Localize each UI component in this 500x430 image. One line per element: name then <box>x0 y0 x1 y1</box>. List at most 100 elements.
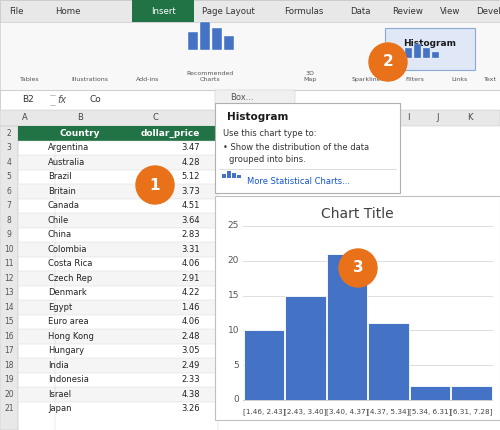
Text: E: E <box>268 114 272 123</box>
Text: Add-ins: Add-ins <box>136 77 160 82</box>
Text: 17: 17 <box>4 346 14 355</box>
Text: K: K <box>467 114 473 123</box>
Text: 10: 10 <box>228 326 239 335</box>
Text: 0: 0 <box>233 396 239 405</box>
Text: Home: Home <box>55 6 81 15</box>
Text: B: B <box>77 114 83 123</box>
Bar <box>18 300 218 314</box>
Bar <box>0 90 500 110</box>
Text: Hungary: Hungary <box>48 346 84 355</box>
Text: 3D
Map: 3D Map <box>304 71 316 82</box>
Text: File: File <box>9 6 23 15</box>
Text: 2: 2 <box>6 129 12 138</box>
Text: Britain: Britain <box>48 187 76 196</box>
Text: Czech Rep: Czech Rep <box>48 274 92 283</box>
Text: More Statistical Charts...: More Statistical Charts... <box>247 176 350 185</box>
Text: Sparklines: Sparklines <box>352 77 384 82</box>
Text: Brazil: Brazil <box>48 172 72 181</box>
Text: [5.34, 6.31]: [5.34, 6.31] <box>408 408 451 415</box>
Text: I: I <box>407 114 409 123</box>
Text: Denmark: Denmark <box>48 288 87 297</box>
Text: A: A <box>22 114 28 123</box>
Text: Co: Co <box>90 95 102 104</box>
Text: 5: 5 <box>6 172 12 181</box>
Text: C: C <box>152 114 158 123</box>
Bar <box>0 22 500 90</box>
Text: 3: 3 <box>6 143 12 152</box>
Text: 2.48: 2.48 <box>182 332 200 341</box>
Text: 12: 12 <box>4 274 14 283</box>
Circle shape <box>136 166 174 204</box>
Text: Chart Title: Chart Title <box>321 207 394 221</box>
Text: 1.46: 1.46 <box>182 303 200 312</box>
Text: Chile: Chile <box>48 216 69 225</box>
Text: Use this chart type to:: Use this chart type to: <box>223 129 316 138</box>
Text: 3.73: 3.73 <box>181 187 200 196</box>
Text: Box...: Box... <box>230 93 254 102</box>
Bar <box>244 330 284 400</box>
Text: 3.26: 3.26 <box>182 404 200 413</box>
Text: dollar_price: dollar_price <box>140 129 200 138</box>
Bar <box>18 184 218 199</box>
Text: 13: 13 <box>4 288 14 297</box>
Text: Review: Review <box>392 6 424 15</box>
Text: 8: 8 <box>6 216 12 225</box>
Text: 7: 7 <box>6 201 12 210</box>
Text: 10: 10 <box>4 245 14 254</box>
Text: Recommended
Charts: Recommended Charts <box>186 71 234 82</box>
Text: Israel: Israel <box>48 390 71 399</box>
Bar <box>215 196 500 420</box>
Bar <box>432 52 439 58</box>
Text: Country: Country <box>60 129 100 138</box>
Text: Tables: Tables <box>20 77 40 82</box>
Text: 2.83: 2.83 <box>182 230 200 239</box>
Text: 3: 3 <box>352 261 364 276</box>
Text: [3.40, 4.37]: [3.40, 4.37] <box>326 408 368 415</box>
Bar <box>410 386 450 400</box>
Circle shape <box>369 43 407 81</box>
Bar <box>451 386 492 400</box>
Bar <box>227 171 231 178</box>
Bar <box>18 126 218 141</box>
Bar <box>188 32 198 50</box>
Bar <box>0 0 500 22</box>
Text: 14: 14 <box>4 303 14 312</box>
Text: 2.49: 2.49 <box>182 361 200 370</box>
Text: 19: 19 <box>4 375 14 384</box>
Text: 25: 25 <box>228 221 239 230</box>
Bar <box>0 126 500 430</box>
Text: 2.91: 2.91 <box>182 274 200 283</box>
Bar <box>215 103 400 193</box>
Bar <box>222 174 226 178</box>
Bar <box>285 295 326 400</box>
Bar <box>414 44 421 58</box>
Bar <box>0 110 500 126</box>
Text: 2.33: 2.33 <box>182 375 200 384</box>
Text: 18: 18 <box>4 361 14 370</box>
Text: 6: 6 <box>6 187 12 196</box>
Text: H: H <box>375 114 381 123</box>
Text: Filters: Filters <box>406 77 424 82</box>
Bar <box>212 28 222 50</box>
Text: Indonesia: Indonesia <box>48 375 89 384</box>
Bar <box>18 213 218 227</box>
Text: 4.51: 4.51 <box>182 201 200 210</box>
Bar <box>18 358 218 372</box>
Text: Text: Text <box>484 77 496 82</box>
Text: Hong Kong: Hong Kong <box>48 332 94 341</box>
Text: [4.37, 5.34]: [4.37, 5.34] <box>367 408 410 415</box>
Bar <box>132 0 194 22</box>
Text: F: F <box>308 114 312 123</box>
Text: Egypt: Egypt <box>48 303 72 312</box>
Text: Costa Rica: Costa Rica <box>48 259 92 268</box>
Text: China: China <box>48 230 72 239</box>
Text: 4.06: 4.06 <box>182 317 200 326</box>
Bar <box>243 226 492 400</box>
Text: Insert: Insert <box>150 6 176 15</box>
Text: • Show the distribution of the data: • Show the distribution of the data <box>223 142 369 151</box>
Text: Illustrations: Illustrations <box>72 77 108 82</box>
Bar <box>232 173 236 178</box>
Text: 5: 5 <box>233 361 239 370</box>
Bar <box>0 126 18 430</box>
Bar <box>385 28 475 70</box>
